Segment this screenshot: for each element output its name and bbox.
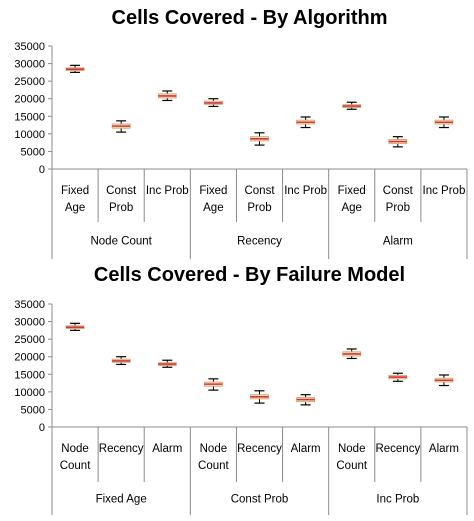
y-tick-label: 0 — [39, 164, 45, 176]
y-tick-label: 5000 — [21, 404, 45, 416]
box-plot — [342, 348, 362, 360]
category-label: Recency — [375, 443, 420, 455]
box-plot — [65, 322, 85, 331]
category-label: Count — [198, 460, 229, 472]
y-tick-label: 20000 — [14, 352, 45, 364]
box-plot — [250, 390, 269, 404]
category-label: Fixed — [338, 185, 366, 197]
category-label: Node — [200, 443, 228, 455]
box-plot — [203, 378, 223, 391]
box-plot — [388, 136, 408, 148]
chart-title: Cells Covered - By Failure Model — [94, 264, 405, 286]
y-tick-label: 35000 — [14, 299, 45, 311]
category-label: Age — [341, 202, 361, 214]
y-tick-label: 15000 — [14, 369, 45, 381]
group-label: Inc Prob — [376, 494, 419, 506]
group-label: Const Prob — [231, 494, 289, 506]
category-label: Count — [336, 460, 367, 472]
y-tick-label: 10000 — [14, 387, 45, 399]
chart-1: Cells Covered - By Algorithm 0 5000 10000 15… — [14, 7, 468, 259]
y-tick-label: 15000 — [14, 111, 45, 123]
y-tick-label: 30000 — [14, 317, 45, 329]
category-label: Alarm — [152, 443, 182, 455]
box-plot — [111, 356, 131, 366]
y-tick-label: 35000 — [14, 41, 45, 53]
box-plot — [296, 394, 316, 406]
y-tick-label: 25000 — [14, 76, 45, 88]
category-label: Inc Prob — [284, 185, 327, 197]
category-label: Fixed — [199, 185, 227, 197]
group-label: Node Count — [90, 236, 152, 248]
box-plot — [157, 90, 177, 102]
category-label: Inc Prob — [423, 185, 466, 197]
box-plot — [250, 132, 269, 146]
category-label: Age — [65, 202, 85, 214]
group-label: Fixed Age — [96, 494, 147, 506]
y-tick-label: 25000 — [14, 334, 45, 346]
category-label: Inc Prob — [146, 185, 189, 197]
category-label: Const — [106, 185, 137, 197]
y-tick-label: 20000 — [14, 94, 45, 106]
box-plot — [65, 64, 85, 73]
category-label: Alarm — [291, 443, 321, 455]
box-plot — [434, 374, 454, 387]
y-tick-label: 5000 — [21, 146, 45, 158]
box-plot — [203, 98, 223, 108]
category-label: Count — [60, 460, 91, 472]
category-label: Node — [61, 443, 89, 455]
category-label: Recency — [99, 443, 144, 455]
y-tick-label: 0 — [39, 422, 45, 434]
chart-title: Cells Covered - By Algorithm — [112, 7, 388, 29]
box-plot — [157, 359, 177, 368]
category-label: Age — [203, 202, 223, 214]
chart-2: Cells Covered - By Failure Model 0 5000 100… — [14, 264, 468, 515]
box-plot — [388, 372, 408, 382]
category-label: Recency — [237, 443, 282, 455]
category-label: Prob — [109, 202, 133, 214]
box-plot — [111, 120, 131, 133]
y-tick-label: 10000 — [14, 129, 45, 141]
box-plot — [342, 101, 362, 110]
category-label: Alarm — [429, 443, 459, 455]
category-label: Const — [244, 185, 275, 197]
box-plot — [296, 116, 316, 129]
category-label: Prob — [386, 202, 410, 214]
box-plot — [434, 116, 454, 129]
category-label: Node — [338, 443, 366, 455]
group-label: Recency — [237, 236, 282, 248]
category-label: Const — [383, 185, 414, 197]
category-label: Prob — [247, 202, 271, 214]
category-label: Fixed — [61, 185, 89, 197]
y-tick-label: 30000 — [14, 59, 45, 71]
group-label: Alarm — [383, 236, 413, 248]
